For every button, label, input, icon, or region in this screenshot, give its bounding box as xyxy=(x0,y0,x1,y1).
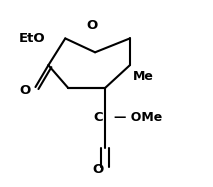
Text: C: C xyxy=(93,111,103,124)
Text: Me: Me xyxy=(133,70,154,83)
Text: O: O xyxy=(19,84,30,96)
Text: O: O xyxy=(92,163,104,176)
Text: — OMe: — OMe xyxy=(114,111,162,124)
Text: EtO: EtO xyxy=(19,32,45,45)
Text: O: O xyxy=(86,19,98,32)
